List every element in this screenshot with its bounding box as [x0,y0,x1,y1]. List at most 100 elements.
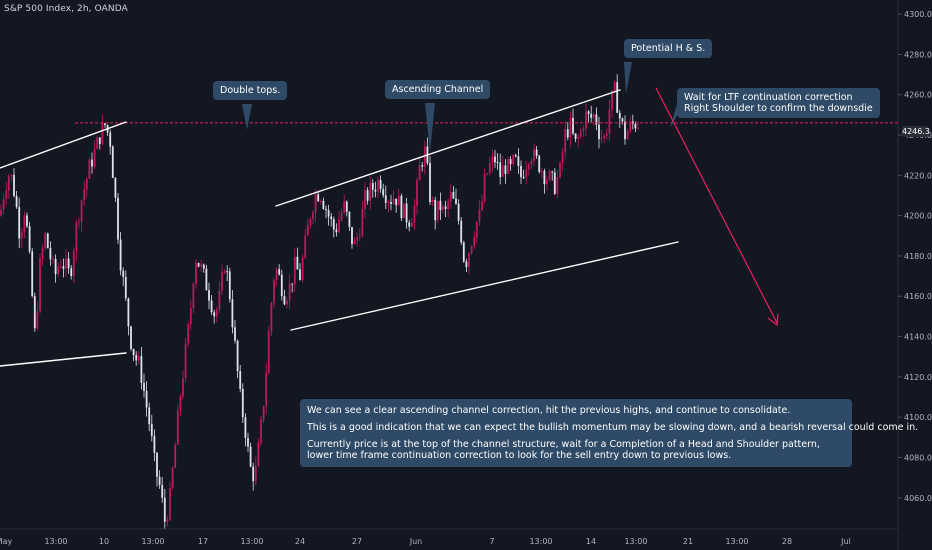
candle-body [267,331,270,374]
candle-body [31,251,34,297]
candle-body [179,396,182,410]
chart-title: S&P 500 Index, 2h, OANDA [4,4,128,14]
candle-body [522,177,525,179]
candle-body [408,222,411,227]
time-tick-label: 13:00 [624,537,647,546]
candle-body [20,232,23,239]
candle-body [314,194,317,213]
candle-body [546,179,548,185]
candle-body [140,356,143,383]
candle-body [470,245,473,254]
candle-body [122,270,125,277]
candle-body [590,113,593,118]
candle-body [434,199,437,221]
candle-body [0,209,2,216]
price-tick-label: 4300.0 [904,10,932,19]
candle-body [551,171,554,173]
candle-body [447,201,450,210]
candle-body [127,298,130,327]
time-tick-label: 13:00 [529,537,552,546]
candle-body [444,206,447,210]
candle-body [559,162,561,178]
candle-body [7,176,10,191]
candle-body [387,201,390,203]
summary-paragraph-3b: lower time frame continuation correction… [307,450,732,461]
candle-body [533,149,535,162]
candle-body [512,155,515,165]
candle-body [488,163,491,174]
candle-body [59,266,62,268]
time-tick-label: Jun [409,537,423,546]
candle-body [379,179,382,190]
candle-body [49,248,52,260]
candle-body [330,216,333,220]
time-tick-label: 13:00 [44,537,67,546]
candle-body [57,266,60,275]
candle-body [319,200,322,202]
candle-body [15,195,18,208]
candle-body [618,112,621,119]
wait-line-2: Right Shoulder to confirm the downsdie [684,103,873,114]
candle-body [395,198,398,206]
candle-body [577,137,580,139]
candle-body [93,149,96,167]
summary-paragraph-2: This is a good indication that we can ex… [307,422,919,433]
candle-body [572,117,574,134]
candle-body [486,173,489,175]
candle-body [327,210,330,217]
candle-body [325,208,327,211]
candle-body [366,190,369,201]
time-tick-label: 13:00 [725,537,748,546]
candle-body [504,165,507,174]
double-tops-pointer [242,104,252,130]
candle-body [96,137,99,150]
time-tick-label: Jul [840,537,851,546]
price-tick-label: 4200.0 [904,212,932,221]
candle-body [88,159,91,179]
candle-body [569,117,572,138]
summary-note[interactable]: We can see a clear ascending channel cor… [300,399,919,467]
time-tick-label: 28 [782,537,792,546]
summary-paragraph-3: Currently price is at the top of the cha… [307,439,845,461]
candle-body [605,133,608,136]
candle-body [163,497,166,522]
candle-body [137,356,140,361]
ascending-channel-note[interactable]: Ascending Channel [385,80,491,99]
candle-body [561,152,564,163]
summary-paragraph-1: We can see a clear ascending channel cor… [307,405,791,416]
candle-body [62,266,65,269]
candle-body [132,348,135,355]
candle-body [114,177,117,198]
prior-channel-lower-line [0,352,127,367]
potential-hs-note[interactable]: Potential H & S. [624,39,713,58]
candle-body [5,190,8,200]
candle-body [41,248,44,259]
candle-body [36,311,39,329]
candle-body [244,417,247,439]
candle-body [231,299,234,328]
wait-note[interactable]: Wait for LTF continuation correction Rig… [677,88,880,118]
candle-body [280,274,283,296]
candle-body [278,269,281,275]
double-tops-note[interactable]: Double tops. [213,81,288,100]
candle-body [553,172,556,194]
candle-body [215,309,218,317]
candle-body [312,212,314,220]
candle-body [351,226,353,245]
potential-hs-text: Potential H & S. [631,43,706,54]
candle-body [218,290,221,310]
candle-body [189,308,192,325]
candle-body [184,343,187,379]
candle-body [283,295,286,305]
candle-body [600,138,603,140]
candle-body [223,271,226,273]
candle-body [374,189,377,192]
candle-body [439,200,442,211]
candle-body [174,444,177,469]
candle-body [70,268,73,276]
projection-arrow-line [655,87,778,324]
candle-body [54,258,57,275]
time-tick-label: 17 [198,537,208,546]
candle-body [171,468,174,488]
candle-body [239,371,242,389]
